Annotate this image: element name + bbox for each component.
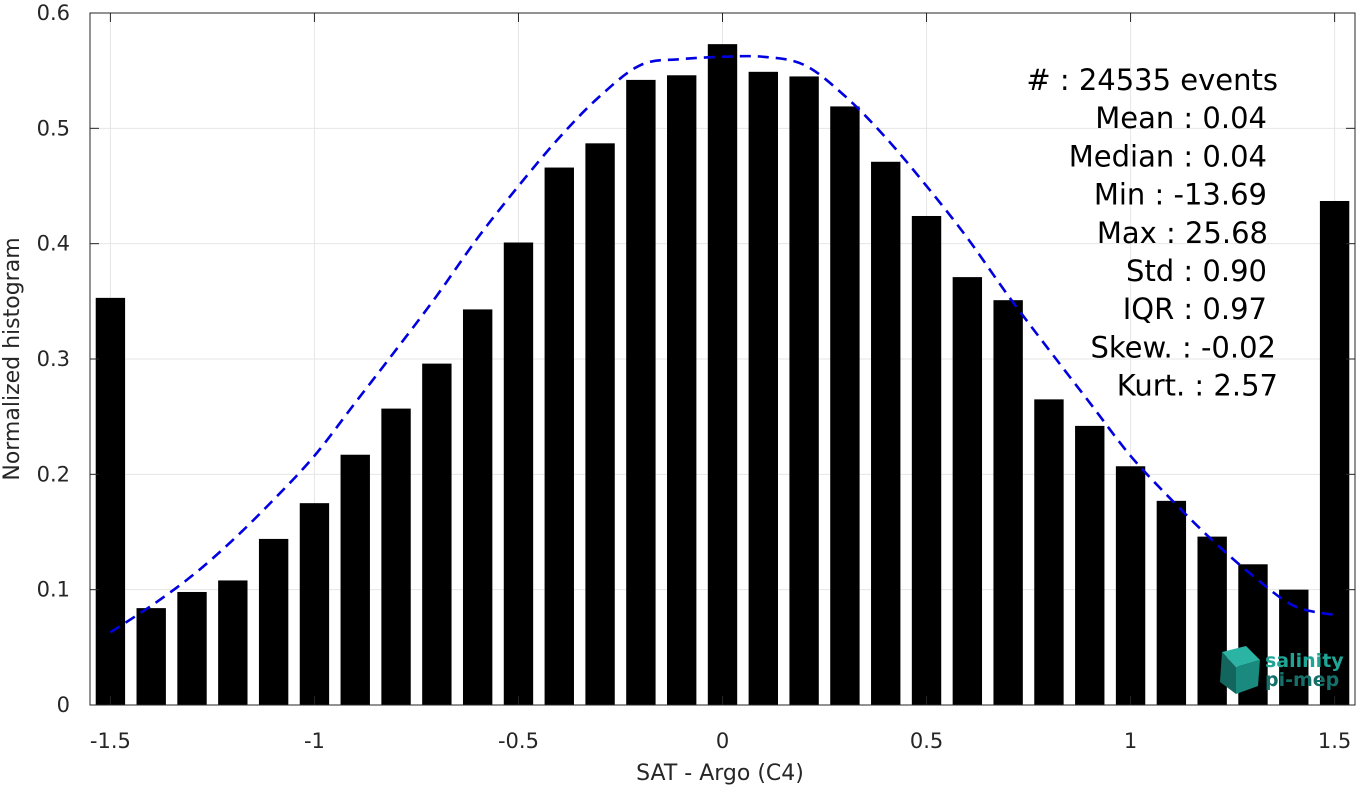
y-tick-label-5: 0.5 bbox=[37, 116, 70, 140]
stat-line-1: Mean : 0.04 bbox=[1095, 101, 1267, 135]
stat-line-3: Min : -13.69 bbox=[1094, 178, 1267, 212]
stat-line-7: Skew. : -0.02 bbox=[1090, 330, 1276, 364]
stat-line-0: # : 24535 events bbox=[1026, 63, 1278, 97]
bar-1 bbox=[136, 608, 166, 705]
bar-9 bbox=[462, 309, 493, 705]
bar-19 bbox=[871, 161, 901, 705]
x-axis-label: SAT - Argo (C4) bbox=[636, 761, 804, 786]
x-tick-label-6: 1.5 bbox=[1318, 729, 1351, 753]
bar-13 bbox=[626, 79, 656, 706]
stat-line-6: IQR : 0.97 bbox=[1123, 292, 1267, 326]
statistics-box: # : 24535 events Mean : 0.04 Median : 0.04… bbox=[1026, 63, 1278, 403]
axis-ticks bbox=[90, 12, 1355, 706]
y-tick-label-2: 0.2 bbox=[37, 462, 70, 486]
bar-26 bbox=[1156, 500, 1187, 705]
bar-15 bbox=[707, 44, 738, 705]
bar-20 bbox=[911, 215, 942, 705]
x-tick-label-4: 0.5 bbox=[910, 729, 943, 753]
cube-icon bbox=[1220, 646, 1260, 694]
bar-0 bbox=[95, 297, 126, 705]
x-tick-labels: -1.5 -1 -0.5 0 0.5 1 1.5 bbox=[90, 729, 1351, 753]
logo-line2: pi-mep bbox=[1265, 669, 1339, 691]
y-tick-label-3: 0.3 bbox=[37, 347, 70, 371]
x-tick-label-0: -1.5 bbox=[90, 729, 131, 753]
bar-14 bbox=[667, 75, 697, 705]
stat-line-5: Std : 0.90 bbox=[1126, 254, 1267, 288]
bar-3 bbox=[218, 580, 248, 705]
bar-10 bbox=[503, 242, 534, 705]
bar-6 bbox=[340, 454, 370, 705]
bar-8 bbox=[422, 363, 452, 705]
bar-2 bbox=[177, 591, 207, 705]
y-tick-label-1: 0.1 bbox=[37, 578, 70, 602]
y-tick-label-4: 0.4 bbox=[37, 232, 70, 256]
salinity-pi-mep-logo: salinity pi-mep bbox=[1220, 646, 1344, 694]
stat-line-4: Max : 25.68 bbox=[1097, 216, 1268, 250]
bar-18 bbox=[830, 106, 860, 706]
y-tick-label-6: 0.6 bbox=[37, 1, 70, 25]
bar-21 bbox=[952, 277, 983, 705]
bar-29 bbox=[1279, 589, 1309, 705]
bar-25 bbox=[1115, 466, 1146, 705]
bar-7 bbox=[381, 408, 411, 705]
stat-line-8: Kurt. : 2.57 bbox=[1117, 369, 1278, 403]
bar-30 bbox=[1319, 200, 1350, 705]
histogram-bars bbox=[95, 44, 1350, 706]
y-tick-labels: 0 0.1 0.2 0.3 0.4 0.5 0.6 bbox=[37, 1, 70, 717]
bar-24 bbox=[1075, 425, 1105, 705]
x-tick-label-1: -1 bbox=[304, 729, 325, 753]
bar-23 bbox=[1034, 399, 1064, 705]
y-tick-label-0: 0 bbox=[57, 693, 70, 717]
x-tick-label-2: -0.5 bbox=[498, 729, 539, 753]
logo-line1: salinity bbox=[1265, 650, 1344, 672]
bar-5 bbox=[299, 503, 330, 705]
bar-16 bbox=[748, 71, 778, 705]
stat-line-2: Median : 0.04 bbox=[1069, 139, 1267, 173]
bar-4 bbox=[258, 538, 289, 705]
bar-11 bbox=[544, 167, 574, 706]
y-axis-label: Normalized histogram bbox=[0, 237, 25, 480]
bar-22 bbox=[993, 300, 1023, 705]
bar-17 bbox=[789, 76, 819, 705]
bar-12 bbox=[585, 143, 615, 705]
x-tick-label-3: 0 bbox=[716, 729, 729, 753]
normal-fit-curve bbox=[109, 54, 1335, 634]
x-tick-label-5: 1 bbox=[1124, 729, 1137, 753]
